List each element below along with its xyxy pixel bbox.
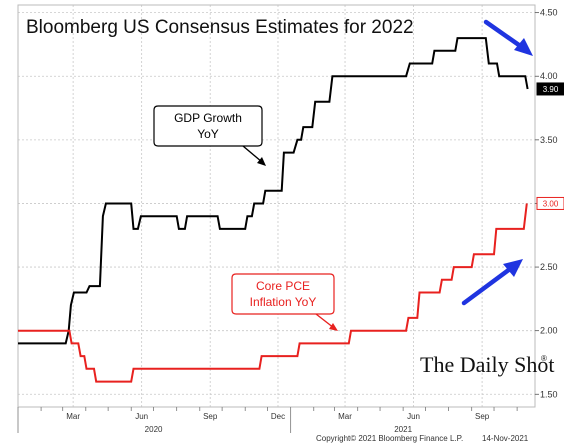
y-tick-label: 4.50 (540, 8, 558, 18)
year-label: 2021 (394, 425, 412, 434)
gdp-callout-line-2: YoY (197, 127, 219, 141)
y-tick-label: 2.50 (540, 262, 558, 272)
gdp-callout-pointer-head (257, 157, 266, 166)
gdp-callout: GDP Growth YoY (153, 105, 266, 166)
gdp-last-value: 3.90 (536, 82, 564, 96)
plot-frame (17, 4, 536, 408)
pce-last-value: 3.00 (536, 196, 564, 210)
series-layer (18, 37, 529, 383)
pce-callout: Core PCE Inflation YoY (231, 273, 338, 331)
last-value-box (536, 82, 564, 96)
daily-shot-watermark: The Daily Shot ® (420, 352, 554, 377)
watermark-text: The Daily Shot (420, 352, 554, 377)
pce-callout-pointer-head (329, 323, 338, 331)
x-tick-label: Sep (203, 412, 218, 421)
x-tick-label: Mar (338, 412, 352, 421)
gdp-callout-line-1: GDP Growth (174, 111, 242, 125)
core-pce-line (18, 203, 528, 383)
pce-callout-pointer (315, 313, 335, 329)
x-tick-label: Sep (475, 412, 490, 421)
grid (18, 5, 535, 407)
x-tick-label: Jun (135, 412, 148, 421)
chart-title: Bloomberg US Consensus Estimates for 202… (26, 17, 414, 38)
last-value-label: 3.00 (543, 199, 559, 208)
last-value-box (536, 196, 564, 210)
pce-callout-line-1: Core PCE (256, 279, 310, 293)
gdp-callout-pointer (242, 145, 263, 163)
down-trend-arrow (483, 19, 533, 56)
last-value-labels: 3.90 3.00 (536, 82, 564, 210)
watermark-registered-mark: ® (541, 354, 547, 363)
x-tick-label: Dec (271, 412, 285, 421)
x-tick-label: Jun (407, 412, 420, 421)
year-label: 2020 (145, 425, 163, 434)
y-tick-label: 2.00 (540, 326, 558, 336)
y-tick-label: 4.00 (540, 71, 558, 81)
y-tick-label: 3.50 (540, 135, 558, 145)
up-trend-arrow (461, 259, 523, 306)
last-value-label: 3.90 (543, 85, 559, 94)
pce-callout-line-2: Inflation YoY (250, 295, 317, 309)
gdp-growth-line (18, 37, 529, 345)
footer-date: 14-Nov-2021 (482, 434, 529, 443)
x-tick-label: Mar (66, 412, 80, 421)
x-axis: Mar Jun Sep Dec Mar Jun Sep 2020 2021 (17, 407, 518, 434)
footer-copyright: Copyright© 2021 Bloomberg Finance L.P. (316, 434, 463, 443)
y-tick-label: 1.50 (540, 389, 558, 399)
